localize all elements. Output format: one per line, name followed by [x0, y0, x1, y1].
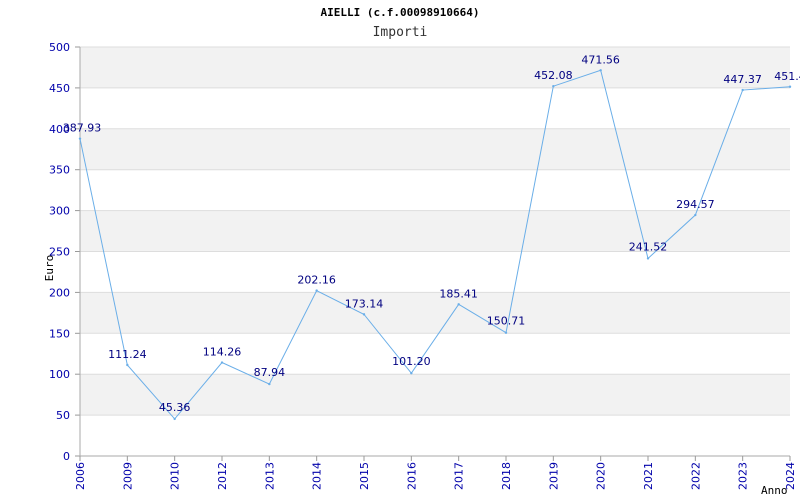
axes — [75, 46, 791, 461]
y-tick-label: 450 — [49, 82, 70, 95]
chart-title: AIELLI (c.f.00098910664) — [320, 6, 480, 19]
y-tick-label: 200 — [49, 286, 70, 299]
series-line — [79, 69, 791, 420]
x-tick-label: 2018 — [500, 462, 513, 490]
chart-subtitle: Importi — [372, 25, 428, 40]
series-line-group — [78, 69, 792, 421]
data-point — [646, 257, 650, 260]
grid-band — [80, 374, 790, 416]
data-point — [173, 417, 176, 421]
gridlines — [80, 46, 790, 457]
data-label: 101.20 — [392, 355, 431, 368]
data-label: 294.57 — [676, 198, 715, 211]
data-point — [362, 313, 366, 316]
data-label: 185.41 — [439, 287, 478, 300]
y-axis-label: Euro — [43, 255, 56, 282]
data-label: 173.14 — [345, 297, 384, 310]
x-tick-label: 2020 — [595, 462, 608, 490]
data-label: 150.71 — [487, 315, 526, 328]
data-point — [457, 303, 460, 306]
y-tick-label: 250 — [49, 246, 70, 259]
data-label: 451.4 — [774, 70, 800, 83]
x-tick-label: 2006 — [74, 462, 87, 490]
data-point — [788, 85, 792, 88]
data-label: 87.94 — [254, 366, 286, 379]
data-label: 387.93 — [63, 122, 102, 135]
data-point — [741, 88, 744, 92]
y-tick-label: 100 — [49, 368, 70, 381]
y-tick-label: 350 — [49, 164, 70, 177]
grid-bands — [80, 47, 790, 416]
y-tick-label: 50 — [56, 409, 70, 422]
y-tick-label: 400 — [49, 123, 70, 136]
x-tick-label: 2013 — [263, 462, 276, 490]
data-point — [126, 363, 129, 367]
data-label: 447.37 — [723, 73, 762, 86]
grid-band — [80, 47, 790, 88]
y-tick-label: 150 — [49, 327, 70, 340]
x-tick-label: 2012 — [216, 462, 229, 490]
data-label: 471.56 — [581, 53, 620, 66]
data-labels: 387.93 111.24 45.36 114.26 87.94 202.16 173.14… — [63, 53, 800, 414]
grid-band — [80, 292, 790, 334]
data-label: 45.36 — [159, 401, 191, 414]
data-point — [599, 69, 602, 72]
x-tick-label: 2016 — [405, 462, 418, 490]
x-tick-label: 2017 — [453, 462, 466, 490]
x-tick-label: 2015 — [358, 462, 371, 490]
x-tick-label: 2023 — [737, 462, 750, 490]
data-point — [504, 331, 508, 334]
data-label: 111.24 — [108, 348, 147, 361]
data-point — [410, 372, 413, 375]
y-tick-label: 500 — [49, 41, 70, 54]
x-tick-label: 2014 — [311, 462, 324, 490]
y-tick-label: 0 — [63, 450, 70, 463]
data-label: 452.08 — [534, 69, 573, 82]
x-tick-label: 2024 — [784, 462, 797, 490]
data-label: 202.16 — [297, 274, 336, 287]
x-tick-label: 2010 — [169, 462, 182, 490]
x-axis-label: Anno — [761, 484, 788, 497]
data-point — [694, 213, 697, 217]
data-point — [78, 137, 82, 140]
grid-band — [80, 210, 790, 252]
data-label: 241.52 — [629, 240, 668, 253]
x-tick-label: 2021 — [642, 462, 655, 490]
grid-band — [80, 128, 790, 170]
data-point — [268, 382, 271, 386]
data-label: 114.26 — [203, 346, 242, 359]
data-point — [315, 289, 318, 292]
x-tick-labels: 2006 2009 2010 2012 2013 2014 2015 2016 2017 2018… — [74, 462, 797, 490]
data-point — [220, 361, 224, 364]
x-tick-label: 2019 — [547, 462, 560, 490]
y-tick-labels: 0 50 100 150 200 250 300 350 400 450 500 — [49, 41, 70, 463]
data-point — [552, 84, 555, 88]
x-tick-label: 2009 — [121, 462, 134, 490]
x-tick-label: 2022 — [689, 462, 702, 490]
y-tick-label: 300 — [49, 205, 70, 218]
